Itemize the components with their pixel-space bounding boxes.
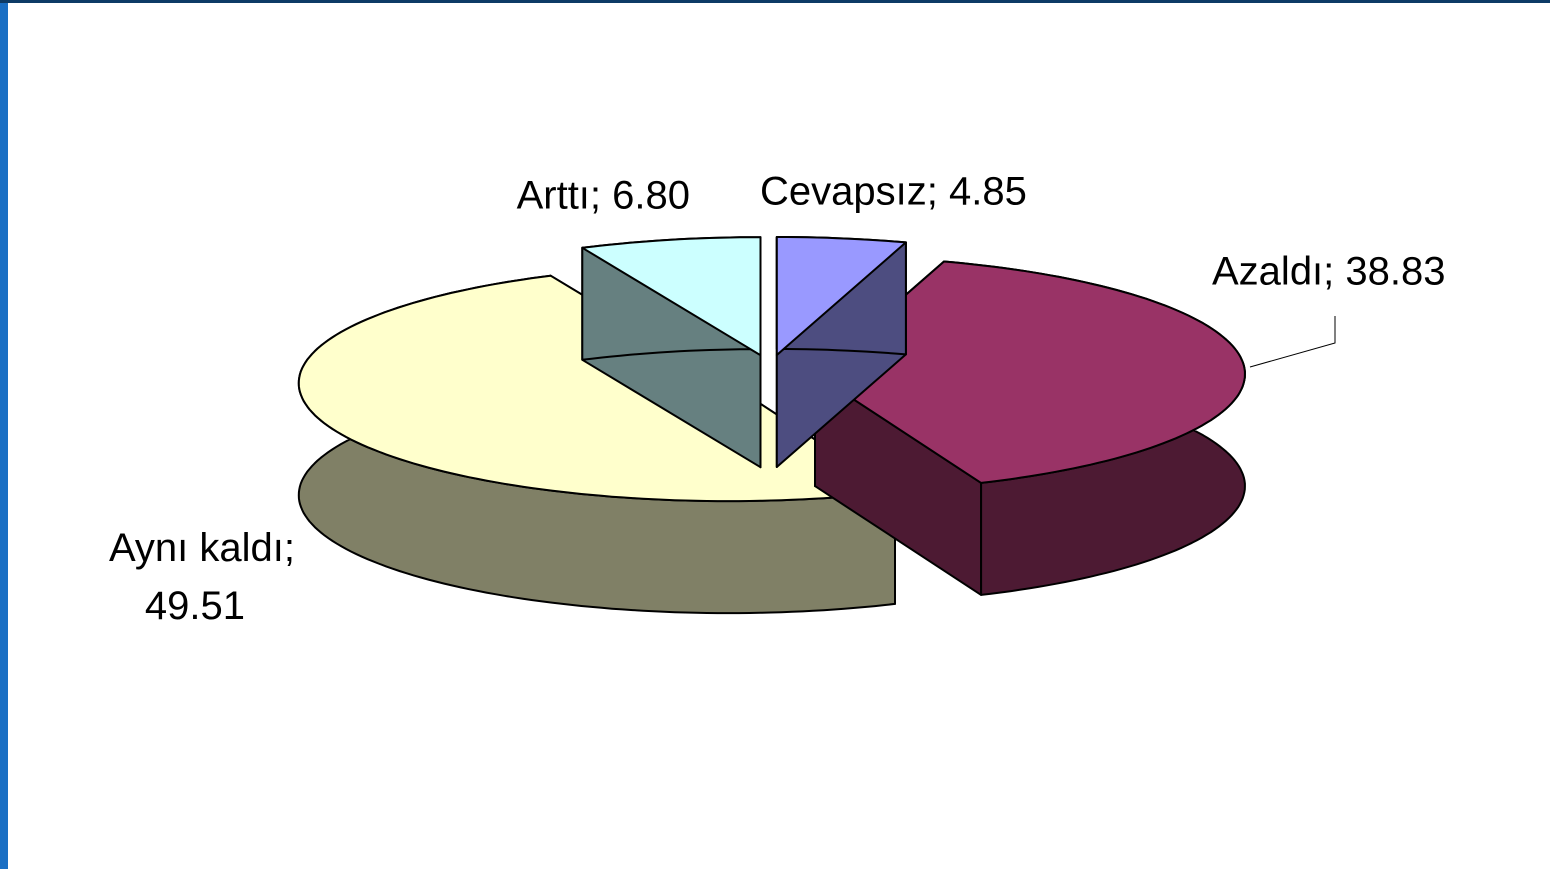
slice-top <box>814 260 1246 484</box>
slice <box>581 236 762 469</box>
pie <box>297 236 1246 615</box>
data-label: Cevapsız; 4.85 <box>760 170 1027 214</box>
data-label: Aynı kaldı; 49.51 <box>109 526 295 628</box>
slice <box>775 236 907 468</box>
slice-top <box>581 236 762 357</box>
left-border <box>0 0 8 869</box>
data-label: Arttı; 6.80 <box>517 174 690 218</box>
data-label: Azaldı; 38.83 <box>1212 250 1446 294</box>
slice-top <box>775 236 907 356</box>
top-border <box>0 0 1550 3</box>
leader-line <box>1249 316 1336 368</box>
labels: Cevapsız; 4.85 Azaldı; 38.83 Aynı kaldı; 49… <box>109 170 1446 628</box>
